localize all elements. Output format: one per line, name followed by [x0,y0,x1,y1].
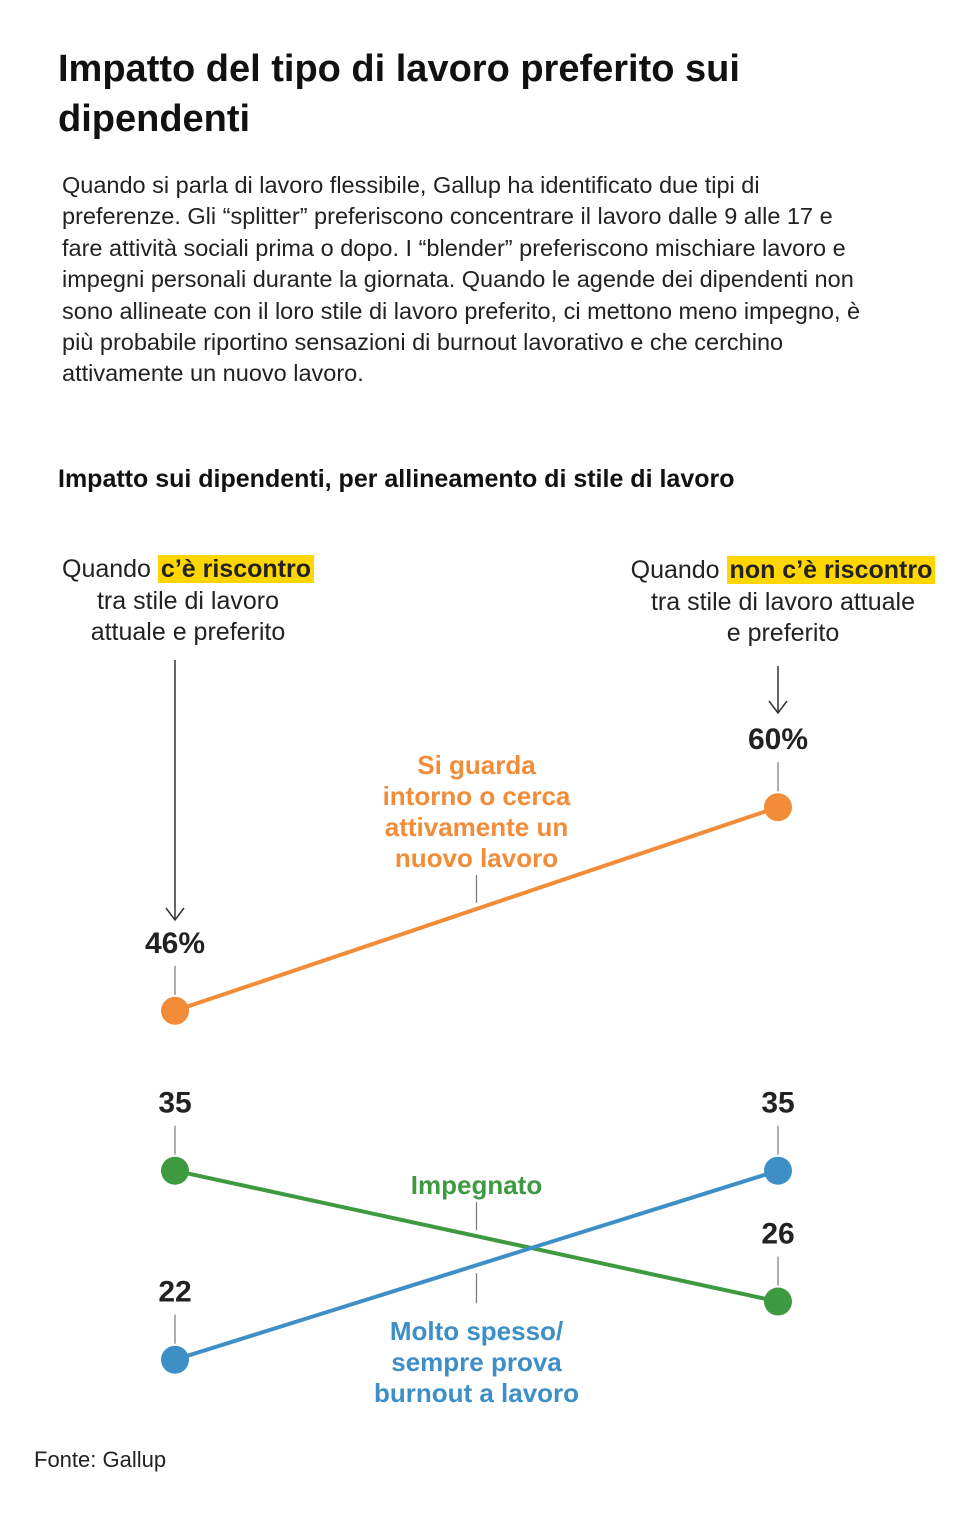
data-point-look-job-0 [161,996,189,1025]
series-look-job: 46% 60% Si guarda intorno o cerca attivament… [145,723,808,1025]
data-point-burnout-1 [764,1156,792,1185]
value-label-look-job-0: 46% [145,927,205,960]
condition-match-highlight: c’è riscontro [157,555,314,583]
value-label-burnout-0: 22 [158,1276,191,1309]
condition-match-prefix: Quando [62,555,151,583]
series-line-look-job [174,805,779,1013]
series-name-look-job: Si guarda intorno o cerca attivamente un nu… [383,750,571,873]
condition-mismatch-line3: e preferito [726,619,840,647]
intro-text: Quando si parla di lavoro flessibile, Ga… [62,172,861,387]
value-label-burnout-1: 35 [761,1087,794,1120]
condition-mismatch-prefix: Quando [630,556,720,584]
arrow-match [165,660,185,922]
arrow-mismatch [768,666,788,715]
arrow-mismatch-head [768,700,788,715]
condition-match-line2: tra stile di lavoro [96,586,280,615]
data-point-look-job-1 [764,793,792,822]
value-label-engaged-0: 35 [158,1087,191,1120]
arrow-match-head [165,907,185,922]
condition-mismatch-highlight: non c’è riscontro [726,556,936,584]
value-label-engaged-1: 26 [761,1218,794,1251]
series-line-burnout [174,1168,779,1362]
condition-label-match: Quando c’è riscontro tra stile di lavoro… [30,554,346,649]
data-point-burnout-0 [161,1345,189,1374]
data-point-engaged-1 [764,1287,792,1316]
series-engaged: 35 26 Impegnato [158,1087,795,1316]
series-line-engaged [174,1168,779,1304]
chart-title: Impatto sui dipendenti, per allineamento… [58,465,735,493]
series-burnout: 22 35 Molto spesso/sempre prova burnout a l… [158,1087,794,1409]
condition-match-line3: attuale e preferito [90,618,286,646]
data-point-engaged-0 [161,1156,189,1185]
condition-mismatch-line2: tra stile di lavoro attuale [650,587,916,616]
page-title: Impatto del tipo di lavoro preferito sui… [58,48,740,140]
source-note: Fonte: Gallup [34,1447,167,1472]
condition-label-mismatch: Quando non c’è riscontro tra stile di la… [598,555,968,650]
value-label-look-job-1: 60% [748,723,808,756]
series-name-burnout: Molto spesso/sempre prova burnout a lavor… [374,1316,579,1408]
series-name-engaged: Impegnato [411,1170,542,1200]
